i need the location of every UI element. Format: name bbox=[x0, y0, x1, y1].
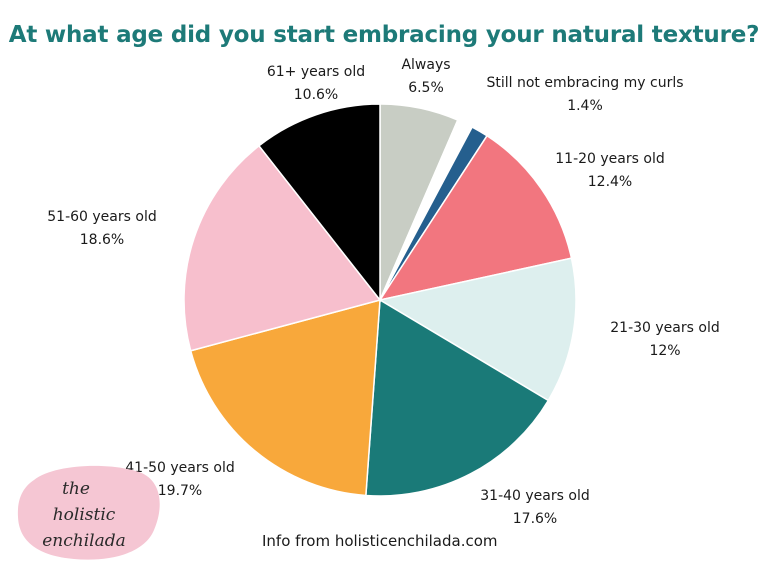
pie-slice-41-50-years-old bbox=[189, 299, 381, 497]
pie-labels: Always 6.5% Still not embracing my curls 1.… bbox=[47, 57, 719, 527]
slice-value-21-30-years-old: 12% bbox=[649, 343, 680, 359]
slice-value-51-60-years-old: 18.6% bbox=[80, 232, 124, 248]
slice-value-31-40-years-old: 17.6% bbox=[513, 511, 557, 527]
pie-slice-31-40-years-old bbox=[365, 298, 550, 497]
logo-text-line1: the bbox=[62, 479, 90, 499]
slice-label-41-50-years-old: 41-50 years old bbox=[125, 460, 234, 476]
pie-slice-61-years-old bbox=[257, 103, 381, 303]
slice-label-61-years-old: 61+ years old bbox=[267, 64, 365, 80]
source-footer: Info from holisticenchilada.com bbox=[262, 532, 498, 550]
slice-label-31-40-years-old: 31-40 years old bbox=[480, 488, 589, 504]
slice-value-11-20-years-old: 12.4% bbox=[588, 174, 632, 190]
chart-title: At what age did you start embracing your… bbox=[8, 22, 760, 48]
holistic-enchilada-logo: the holistic enchilada bbox=[17, 465, 160, 560]
pie-slice-21-30-years-old bbox=[377, 257, 577, 402]
slice-label-still-not-embracing-my-curls: Still not embracing my curls bbox=[486, 75, 683, 91]
slice-value-41-50-years-old: 19.7% bbox=[158, 483, 202, 499]
slice-value-still-not-embracing-my-curls: 1.4% bbox=[567, 98, 603, 114]
slice-value-61-years-old: 10.6% bbox=[294, 87, 338, 103]
pie-slices bbox=[183, 103, 577, 497]
logo-text-line3: enchilada bbox=[42, 531, 126, 551]
slice-label-always: Always bbox=[401, 57, 450, 73]
slice-label-21-30-years-old: 21-30 years old bbox=[610, 320, 719, 336]
pie-slice-51-60-years-old bbox=[183, 144, 382, 352]
pie-slice-11-20-years-old bbox=[378, 134, 573, 302]
logo-blob bbox=[17, 465, 160, 560]
slice-label-51-60-years-old: 51-60 years old bbox=[47, 209, 156, 225]
slice-label-11-20-years-old: 11-20 years old bbox=[555, 151, 664, 167]
slice-value-always: 6.5% bbox=[408, 80, 444, 96]
logo-text-line2: holistic bbox=[53, 505, 116, 525]
